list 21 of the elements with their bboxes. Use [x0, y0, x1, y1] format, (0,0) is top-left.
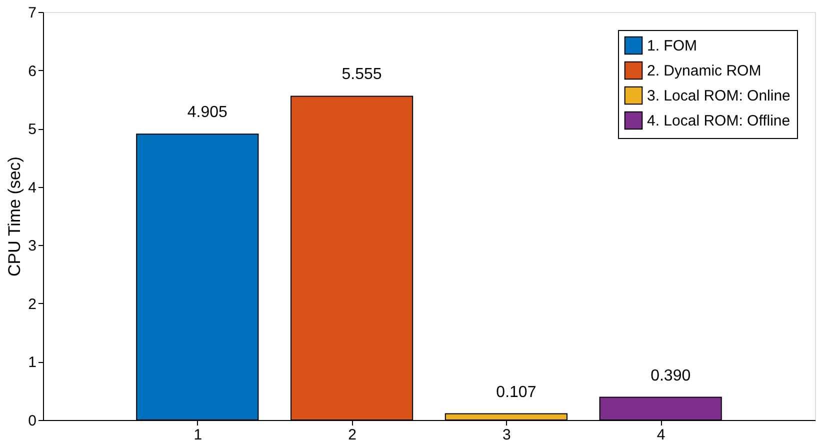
- x-tick-label: 4: [656, 426, 666, 444]
- y-tick-label: 5: [28, 121, 36, 138]
- data-label: 5.555: [342, 66, 382, 84]
- y-tick-label: 6: [28, 62, 36, 80]
- data-label: 4.905: [187, 104, 228, 122]
- y-tick-label: 4: [28, 179, 36, 196]
- x-tick-label: 3: [502, 426, 511, 444]
- legend-label: 1. FOM: [647, 38, 698, 54]
- legend-label: 3. Local ROM: Online: [647, 88, 790, 104]
- y-tick-label: 3: [28, 238, 36, 255]
- x-tick-label: 1: [194, 426, 202, 444]
- data-label: 0.390: [650, 367, 691, 384]
- legend-label: 4. Local ROM: Offline: [647, 112, 790, 130]
- x-tick-label: 2: [348, 426, 356, 444]
- y-tick-label: 2: [28, 296, 36, 313]
- legend-label: 2. Dynamic ROM: [647, 62, 762, 80]
- y-tick-label: 7: [28, 4, 36, 22]
- y-tick-label: 1: [28, 354, 36, 372]
- y-axis-title: CPU Time (sec): [5, 156, 24, 276]
- y-tick-label: 0: [28, 412, 36, 430]
- data-label: 0.107: [496, 384, 536, 401]
